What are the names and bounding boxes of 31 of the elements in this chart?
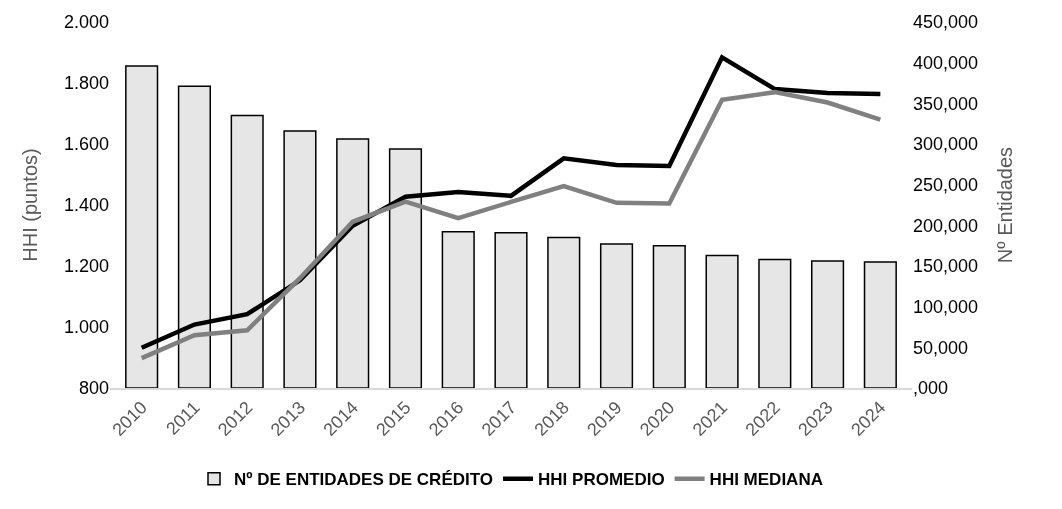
legend-label: HHI PROMEDIO xyxy=(538,470,665,490)
bar xyxy=(494,231,528,388)
y-tick-label: 1.400 xyxy=(63,195,109,216)
legend-label: HHI MEDIANA xyxy=(709,470,823,490)
y-tick-label: 1.800 xyxy=(63,73,109,94)
y-tick-label: 800 xyxy=(78,378,109,399)
y-tick-label: 1.200 xyxy=(63,256,109,277)
y2-tick-label: ,000 xyxy=(913,378,949,399)
y-axis-title: HHI (puntos) xyxy=(19,148,42,262)
y2-tick-label: 250,000 xyxy=(913,174,979,195)
y2-tick-label: 300,000 xyxy=(913,134,979,155)
bar xyxy=(547,236,581,388)
bar xyxy=(441,231,475,388)
bar xyxy=(811,260,845,388)
y2-tick-label: 400,000 xyxy=(913,52,979,73)
y2-tick-label: 450,000 xyxy=(913,12,979,33)
bar xyxy=(705,254,739,388)
bar xyxy=(652,244,686,388)
y2-tick-label: 100,000 xyxy=(913,296,979,317)
legend-label: Nº DE ENTIDADES DE CRÉDITO xyxy=(234,470,494,490)
y2-axis-title: Nº Entidades xyxy=(993,146,1016,264)
bar xyxy=(599,243,634,388)
bar xyxy=(863,261,897,388)
bar xyxy=(758,258,792,388)
y2-tick-label: 50,000 xyxy=(913,337,969,358)
y2-tick-label: 200,000 xyxy=(913,215,979,236)
y2-tick-label: 150,000 xyxy=(913,256,979,277)
y-tick-label: 1.600 xyxy=(63,134,109,155)
y-tick-label: 2.000 xyxy=(63,12,109,33)
y2-tick-label: 350,000 xyxy=(913,93,979,114)
y-tick-label: 1.000 xyxy=(63,317,109,338)
